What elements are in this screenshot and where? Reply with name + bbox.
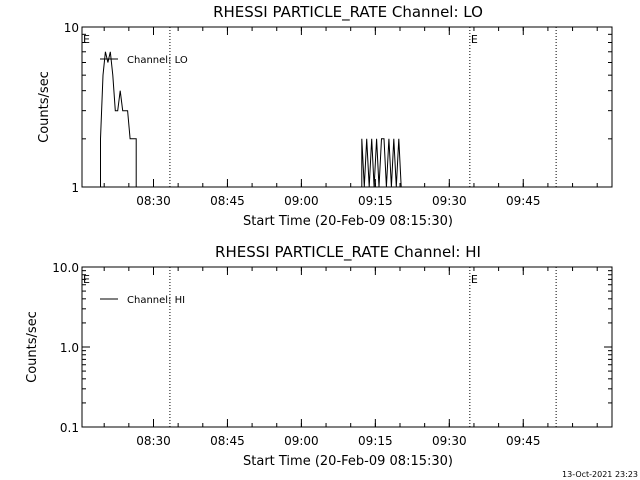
chart-title-lo: RHESSI PARTICLE_RATE Channel: LO: [213, 3, 483, 22]
y-tick-label: 1: [71, 181, 79, 195]
footer-timestamp: 13-Oct-2021 23:23: [562, 470, 638, 479]
panel-lo: RHESSI PARTICLE_RATE Channel: LO 08:30 08…: [37, 3, 613, 229]
y-tick-label: 0.1: [60, 421, 79, 435]
legend-entry: Channel: HI: [127, 295, 185, 306]
legend-hi: Channel: HI: [100, 295, 185, 306]
series-line: [100, 51, 402, 188]
panel-hi: RHESSI PARTICLE_RATE Channel: HI 08:30 08…: [25, 243, 613, 469]
event-marker-label: E: [83, 273, 90, 286]
x-axis-hi: 08:30 08:45 09:00 09:15 09:30 09:45: [103, 267, 598, 448]
y-axis-label-hi: Counts/sec: [25, 311, 40, 383]
y-axis-lo: 1 10: [64, 21, 612, 195]
x-tick-label: 08:30: [136, 434, 171, 448]
x-tick-label: 09:00: [284, 434, 319, 448]
y-tick-label: 10.0: [52, 261, 79, 275]
x-axis-label-hi: Start Time (20-Feb-09 08:15:30): [243, 454, 453, 469]
x-tick-label: 08:45: [210, 434, 245, 448]
y-axis-hi: 0.1 1.0 10.0: [52, 261, 612, 435]
y-axis-label-lo: Counts/sec: [37, 71, 52, 143]
legend-lo: Channel: LO: [100, 55, 188, 66]
event-marker-label: E: [83, 33, 90, 46]
x-axis-label-lo: Start Time (20-Feb-09 08:15:30): [243, 214, 453, 229]
legend-entry: Channel: LO: [127, 55, 188, 66]
x-tick-label: 09:45: [506, 194, 541, 208]
x-axis-lo: 08:30 08:45 09:00 09:15 09:30 09:45: [103, 27, 598, 208]
event-marker-label: E: [471, 273, 478, 286]
x-tick-label: 08:45: [210, 194, 245, 208]
x-tick-label: 09:30: [432, 434, 467, 448]
series-lo: [100, 51, 402, 188]
x-tick-label: 09:45: [506, 434, 541, 448]
x-tick-label: 09:30: [432, 194, 467, 208]
x-tick-label: 09:15: [358, 194, 393, 208]
x-tick-label: 09:15: [358, 434, 393, 448]
y-tick-label: 1.0: [60, 341, 79, 355]
event-marker-label: E: [471, 33, 478, 46]
x-tick-label: 09:00: [284, 194, 319, 208]
x-tick-label: 08:30: [136, 194, 171, 208]
y-tick-label: 10: [64, 21, 79, 35]
chart-title-hi: RHESSI PARTICLE_RATE Channel: HI: [215, 243, 481, 262]
